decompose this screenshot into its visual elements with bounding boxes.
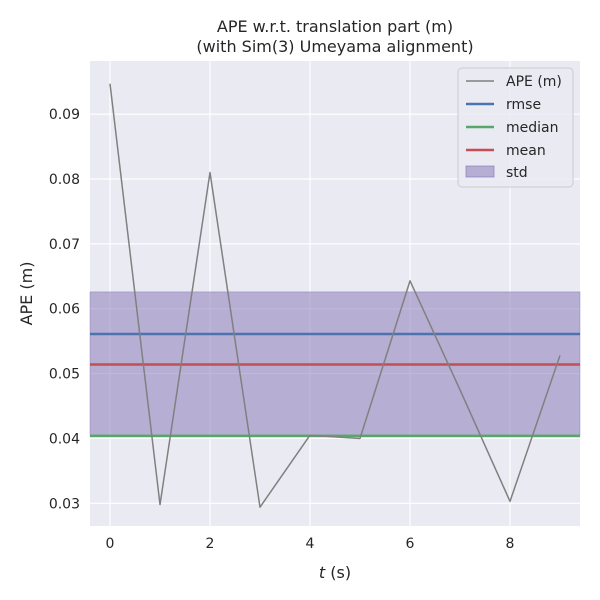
x-tick-label: 8 bbox=[506, 536, 515, 552]
legend-label-mean: mean bbox=[506, 143, 546, 159]
x-tick-label: 4 bbox=[306, 536, 315, 552]
y-tick-label: 0.09 bbox=[49, 107, 80, 123]
x-tick-label: 2 bbox=[206, 536, 215, 552]
x-axis-label: t (s) bbox=[319, 563, 351, 582]
ape-series-line bbox=[109, 83, 561, 508]
x-ticks: 0 2 4 6 8 bbox=[106, 536, 515, 552]
y-tick-label: 0.03 bbox=[49, 496, 80, 512]
y-axis-label: APE (m) bbox=[17, 262, 36, 326]
legend: APE (m) rmse median mean std bbox=[457, 67, 574, 188]
y-tick-label: 0.06 bbox=[49, 302, 80, 318]
legend-label-median: median bbox=[506, 120, 558, 136]
chart-title-line2: (with Sim(3) Umeyama alignment) bbox=[196, 37, 473, 56]
x-axis-label-unit: (s) bbox=[325, 563, 351, 582]
legend-label-ape: APE (m) bbox=[506, 74, 562, 90]
y-tick-label: 0.07 bbox=[49, 237, 80, 253]
legend-swatch-std bbox=[465, 165, 495, 178]
x-tick-label: 0 bbox=[106, 536, 115, 552]
y-ticks: 0.03 0.04 0.05 0.06 0.07 0.08 0.09 bbox=[49, 107, 80, 512]
series-layer bbox=[109, 83, 561, 508]
legend-label-std: std bbox=[506, 165, 528, 181]
legend-box bbox=[457, 67, 574, 188]
y-tick-label: 0.04 bbox=[49, 431, 80, 447]
x-tick-label: 6 bbox=[406, 536, 415, 552]
reference-lines bbox=[90, 332, 580, 438]
x-axis-label-var: t bbox=[319, 563, 326, 582]
chart-title-line1: APE w.r.t. translation part (m) bbox=[217, 17, 453, 36]
y-tick-label: 0.05 bbox=[49, 367, 80, 383]
y-tick-label: 0.08 bbox=[49, 172, 80, 188]
legend-label-rmse: rmse bbox=[506, 97, 541, 113]
